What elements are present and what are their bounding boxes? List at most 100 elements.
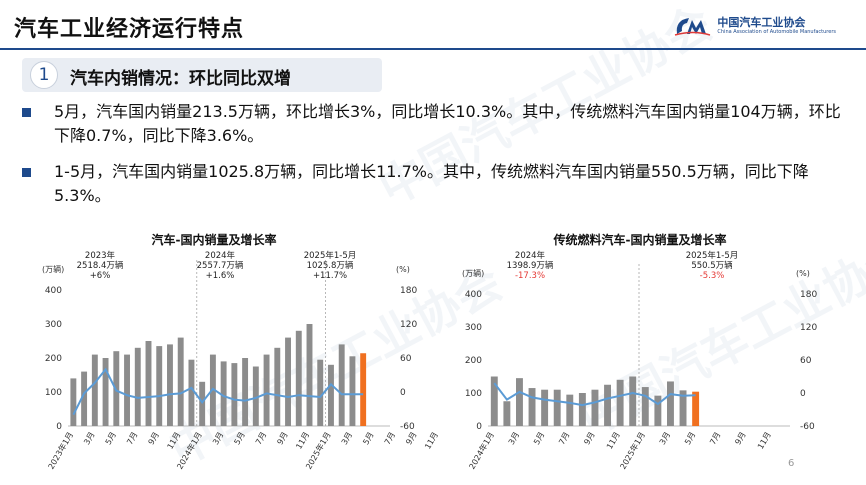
bullet-square-icon — [22, 168, 31, 177]
x-tick-label: 11月 — [294, 431, 311, 451]
chart-total-domestic-sales: 汽车-国内销量及增长率 (万辆) (%) 0 100 200 300 400 -60 0 60 120… — [30, 228, 440, 478]
y-axis-label: (万辆) — [462, 268, 484, 278]
chart-annotation: +1.6% — [206, 271, 235, 281]
bar — [578, 393, 586, 426]
logo-text-cn: 中国汽车工业协会 — [717, 16, 806, 29]
growth-rate-line — [72, 367, 364, 416]
y2-tick-label: 120 — [400, 320, 417, 330]
chart-fuel-svg: 传统燃料汽车-国内销量及增长率 (万辆) (%) 0 100 200 300 400 -60 0 6… — [462, 232, 817, 471]
bar — [641, 387, 649, 426]
y2-tick-label: 0 — [800, 389, 806, 399]
bar — [591, 389, 599, 426]
bar — [515, 378, 523, 426]
y2-tick-label: 180 — [400, 286, 417, 296]
bullet-text: 5月，汽车国内销量213.5万辆，环比增长3%，同比增长10.3%。其中，传统燃… — [54, 102, 841, 145]
y-tick-label: 100 — [465, 389, 482, 399]
y2-axis-label: (%) — [796, 269, 810, 278]
x-tick-label: 3月 — [658, 431, 672, 447]
chart-total-svg: 汽车-国内销量及增长率 (万辆) (%) 0 100 200 300 400 -60 0 60 120… — [42, 232, 440, 471]
y-tick-label: 400 — [465, 290, 482, 300]
bar — [145, 341, 152, 426]
x-tick-label: 3月 — [507, 431, 521, 447]
y2-tick-label: 60 — [400, 354, 412, 364]
chart-annotation: -17.3% — [515, 271, 545, 281]
x-tick-label: 7月 — [125, 431, 139, 447]
chart-annotation: 2025年1-5月 — [304, 250, 357, 261]
bar — [231, 363, 238, 426]
y-tick-label: 400 — [45, 286, 62, 296]
x-tick-label: 9月 — [582, 431, 596, 447]
bar — [553, 389, 561, 426]
x-tick-label: 2023年1月 — [46, 430, 75, 471]
x-tick-label: 5月 — [361, 431, 375, 447]
bullet-item: 5月，汽车国内销量213.5万辆，环比增长3%，同比增长10.3%。其中，传统燃… — [22, 100, 842, 150]
x-tick-label: 2024年1月 — [467, 430, 496, 471]
bar — [70, 378, 77, 426]
x-tick-label: 9月 — [147, 431, 161, 447]
y-tick-label: 200 — [45, 354, 62, 364]
chart-annotation: 2023年 — [85, 250, 116, 261]
bar — [503, 401, 511, 426]
bullet-square-icon — [22, 108, 31, 117]
growth-rate-line — [493, 382, 696, 407]
bar — [490, 376, 498, 426]
chart-title: 汽车-国内销量及增长率 — [152, 232, 277, 247]
bar — [629, 376, 637, 426]
bar — [81, 371, 88, 426]
x-tick-label: 3月 — [82, 431, 96, 447]
x-tick-label: 2025年1月 — [618, 430, 647, 471]
bar — [285, 337, 291, 426]
bar — [295, 330, 302, 426]
y-tick-label: 0 — [476, 422, 482, 432]
bar — [91, 354, 98, 426]
x-tick-label: 3月 — [340, 431, 354, 447]
y-tick-label: 300 — [465, 323, 482, 333]
bar — [528, 388, 536, 426]
bar — [188, 359, 195, 426]
y2-axis-label: (%) — [396, 265, 410, 274]
x-tick-label: 3月 — [211, 431, 225, 447]
x-tick-label: 5月 — [104, 431, 118, 447]
x-tick-label: 5月 — [532, 431, 546, 447]
bar — [328, 364, 334, 426]
x-tick-label: 9月 — [733, 431, 747, 447]
page-title: 汽车工业经济运行特点 — [14, 17, 245, 42]
section-title: 汽车内销情况：环比同比双增 — [70, 69, 291, 89]
y2-tick-label: 180 — [800, 290, 817, 300]
chart-annotation: 2518.4万辆 — [77, 260, 124, 271]
y2-tick-label: -60 — [400, 422, 415, 432]
bar — [306, 324, 313, 426]
chart-annotation: 2557.7万辆 — [197, 260, 244, 271]
bar-current-month — [360, 353, 367, 426]
y2-tick-label: 0 — [400, 388, 406, 398]
x-tick-label: 5月 — [232, 431, 246, 447]
section-header: 1 汽车内销情况：环比同比双增 — [22, 58, 382, 92]
chart-annotation: 550.5万辆 — [691, 260, 733, 271]
bar — [156, 346, 163, 426]
chart-annotation: 1398.9万辆 — [507, 260, 554, 271]
bar — [616, 379, 624, 426]
chart-fuel-domestic-sales: 传统燃料汽车-国内销量及增长率 (万辆) (%) 0 100 200 300 400 -60 0 6… — [450, 228, 840, 478]
x-tick-label: 11月 — [756, 431, 773, 451]
bar-current-month — [692, 391, 700, 426]
bar — [604, 384, 612, 426]
bar — [338, 344, 345, 426]
y2-tick-label: -60 — [800, 422, 815, 432]
chart-annotation: 2024年 — [515, 250, 546, 261]
bar — [666, 381, 674, 426]
bar — [317, 359, 324, 426]
y-tick-label: 300 — [45, 320, 62, 330]
chart-annotation: -5.3% — [700, 271, 725, 281]
bar — [102, 358, 109, 426]
bar — [263, 354, 270, 426]
x-tick-label: 11月 — [423, 431, 440, 451]
bar — [167, 344, 173, 426]
x-tick-label: 11月 — [166, 431, 183, 451]
x-tick-label: 7月 — [254, 431, 268, 447]
chart-annotation: 2025年1-5月 — [686, 250, 739, 261]
x-tick-label: 7月 — [557, 431, 571, 447]
bar — [566, 394, 574, 426]
chart-annotation: 1025.8万辆 — [307, 260, 354, 271]
bar — [252, 366, 259, 426]
y2-tick-label: 120 — [800, 323, 817, 333]
